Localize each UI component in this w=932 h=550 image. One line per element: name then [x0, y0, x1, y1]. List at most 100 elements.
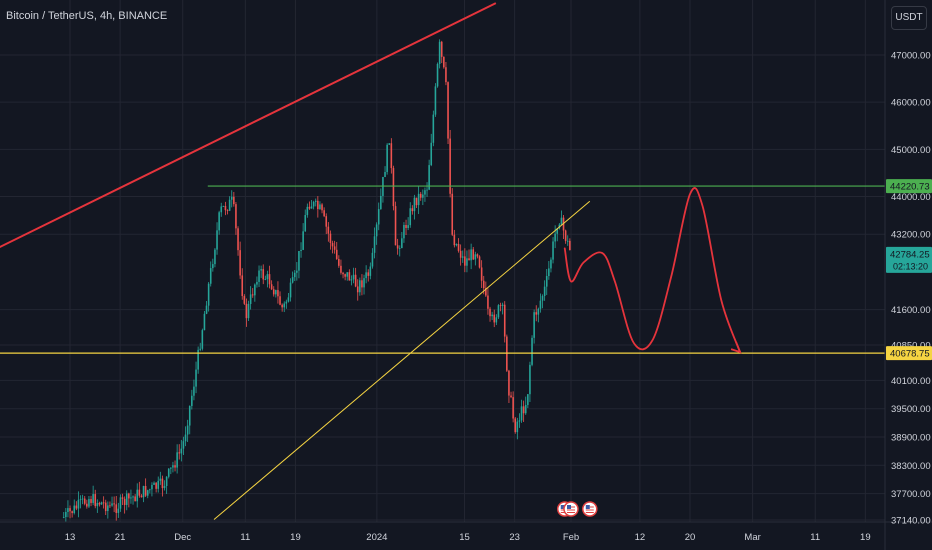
candle-body	[543, 286, 546, 297]
candle-body	[541, 296, 544, 301]
candle-body	[377, 209, 380, 225]
candle-body	[338, 258, 340, 266]
candle-body	[306, 206, 309, 216]
candle-body	[94, 494, 97, 507]
candle-body	[428, 165, 430, 190]
candle-body	[392, 168, 395, 207]
candle-body	[340, 265, 342, 273]
candle-body	[443, 56, 445, 68]
y-tick-label: 40850.00	[891, 341, 931, 352]
candle-body	[113, 503, 115, 505]
candle-body	[457, 243, 460, 251]
candle-body	[281, 304, 283, 308]
candle-body	[235, 204, 237, 229]
time-axis[interactable]: 13 21 Dec 11 19 2024 15 23 Feb 12 20 Mar 11 19	[65, 532, 871, 543]
candle-body	[172, 465, 174, 468]
candle-body	[266, 274, 269, 280]
x-tick-label: Dec	[174, 532, 191, 543]
candle-body	[522, 406, 525, 414]
candle-body	[149, 489, 151, 491]
candle-body	[92, 494, 94, 503]
candle-body	[98, 502, 101, 505]
candle-body	[157, 480, 160, 489]
candle-body	[333, 246, 336, 250]
candle-body	[508, 370, 510, 396]
candle-body	[426, 189, 428, 191]
y-tick-label: 37140.00	[891, 516, 931, 527]
price-axis[interactable]: 47000.00 46000.00 45000.00 44000.00 43200.00…	[891, 51, 931, 527]
candle-body	[560, 217, 563, 225]
candle-body	[222, 205, 225, 207]
event-markers	[556, 501, 598, 517]
candle-body	[226, 210, 229, 211]
candle-body	[100, 502, 103, 505]
y-tick-label: 38300.00	[891, 461, 931, 472]
candle-body	[312, 201, 315, 207]
candle-body	[545, 276, 548, 287]
candle-body	[243, 296, 246, 304]
marker-canton	[585, 505, 590, 509]
candle-body	[325, 216, 328, 227]
candle-body	[102, 502, 105, 504]
candle-body	[466, 258, 468, 266]
candle-body	[512, 397, 514, 419]
candle-body	[447, 82, 449, 139]
candle-body	[65, 512, 67, 518]
candle-body	[256, 281, 258, 285]
candle-body	[218, 212, 220, 231]
candle-body	[153, 482, 155, 485]
candle-body	[180, 448, 183, 454]
candle-body	[321, 204, 323, 211]
candle-body	[155, 482, 157, 489]
candle-body	[554, 233, 556, 242]
candle-body	[365, 272, 367, 279]
candle-body	[79, 499, 82, 501]
candle-body	[375, 224, 378, 237]
candle-body	[455, 243, 458, 246]
x-tick-label: 19	[860, 532, 871, 543]
candle-body	[518, 420, 521, 422]
candle-body	[205, 305, 208, 314]
candle-body	[424, 190, 426, 195]
candle-body	[69, 508, 71, 512]
candle-body	[209, 268, 212, 284]
candle-body	[489, 308, 491, 317]
forecast-path	[563, 187, 741, 354]
candle-body	[140, 495, 143, 498]
candle-body	[233, 196, 235, 205]
x-tick-label: 21	[115, 532, 126, 543]
candlestick-series	[62, 39, 571, 522]
candle-body	[184, 434, 187, 442]
candle-body	[159, 478, 162, 481]
candle-body	[128, 493, 130, 499]
candle-body	[359, 280, 361, 293]
candle-body	[214, 249, 216, 265]
candle-body	[201, 330, 204, 349]
us-flag-icon[interactable]	[563, 501, 579, 517]
candle-body	[251, 294, 254, 296]
candle-body	[566, 240, 569, 242]
candle-body	[451, 193, 454, 235]
us-flag-icon[interactable]	[582, 501, 598, 517]
x-tick-label: 12	[635, 532, 646, 543]
candle-body	[415, 197, 418, 206]
candle-body	[371, 252, 374, 267]
candle-body	[438, 41, 441, 64]
candle-body	[331, 242, 334, 247]
candle-body	[90, 499, 92, 503]
candle-body	[212, 264, 214, 269]
currency-unit-button[interactable]: USDT	[891, 6, 927, 30]
candle-body	[262, 269, 265, 280]
candle-body	[258, 270, 260, 282]
price-label-box	[886, 246, 932, 273]
candle-body	[390, 143, 393, 169]
candle-body	[367, 272, 370, 276]
candle-body	[207, 283, 210, 306]
candle-body	[369, 266, 372, 276]
candle-body	[287, 297, 290, 302]
candle-body	[436, 63, 439, 87]
candle-body	[497, 305, 500, 318]
candle-body	[342, 272, 344, 275]
